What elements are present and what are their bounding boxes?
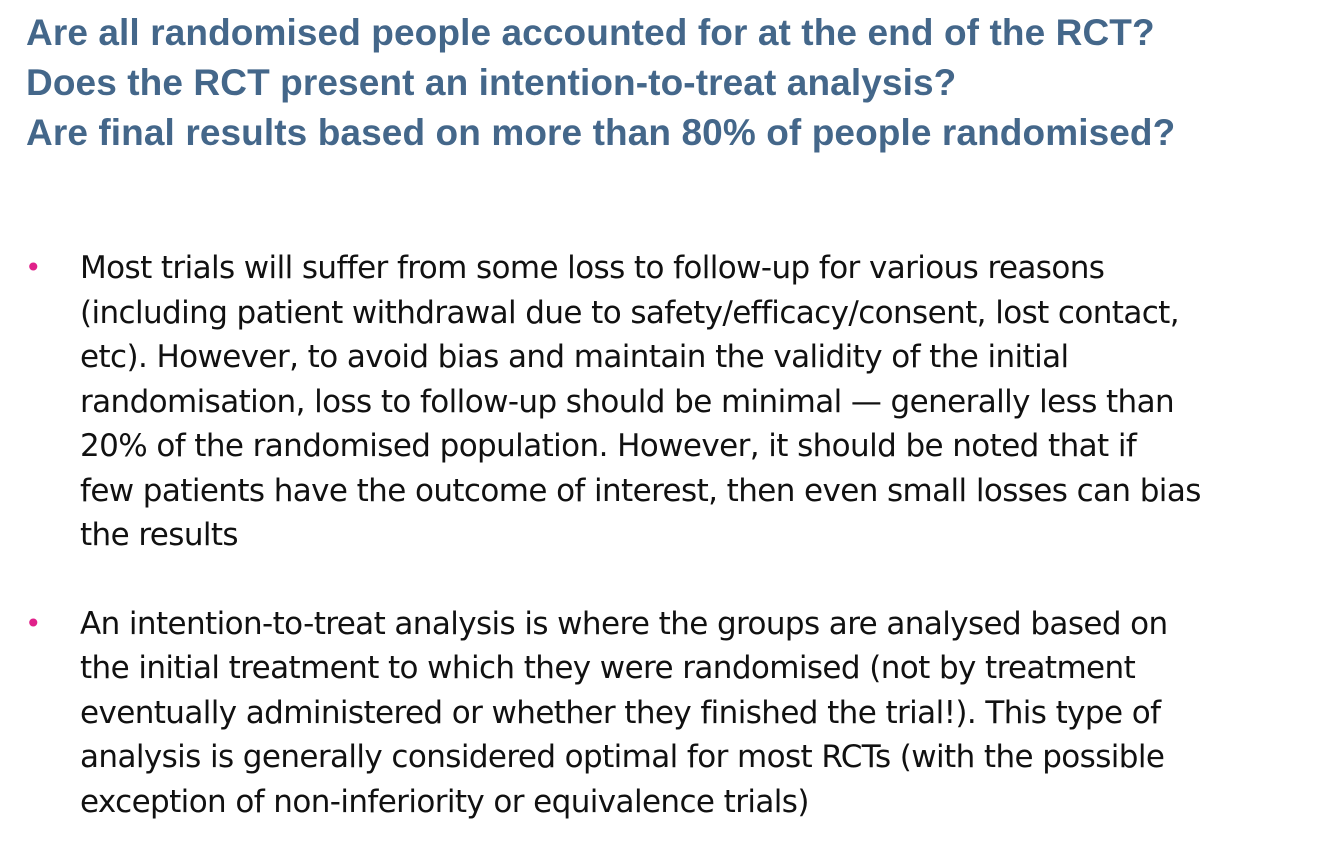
bullet-text: Most trials will suffer from some loss t… [80, 246, 1325, 558]
slide-title: Are all randomised people accounted for … [26, 8, 1326, 158]
bullet-line: randomisation, loss to follow-up should … [80, 383, 1175, 420]
bullet-line: (including patient withdrawal due to saf… [80, 294, 1180, 331]
title-line-1: Are all randomised people accounted for … [26, 12, 1155, 53]
bullet-marker-icon: • [25, 606, 42, 640]
bullet-text: An intention-to-treat analysis is where … [80, 602, 1325, 825]
bullet-line: eventually administered or whether they … [80, 694, 1161, 731]
bullet-line: few patients have the outcome of interes… [80, 472, 1201, 509]
bullet-item-loss-to-follow-up: • Most trials will suffer from some loss… [0, 246, 1331, 558]
title-line-3: Are final results based on more than 80%… [26, 112, 1176, 153]
bullet-line: analysis is generally considered optimal… [80, 739, 1165, 775]
bullet-list: • Most trials will suffer from some loss… [0, 246, 1331, 824]
bullet-line: An intention-to-treat analysis is where … [80, 605, 1168, 642]
title-line-2: Does the RCT present an intention-to-tre… [26, 62, 957, 103]
bullet-line: exception of non-inferiority or equivale… [80, 783, 809, 820]
bullet-line: 20% of the randomised population. Howeve… [80, 428, 1137, 464]
bullet-line: the results [80, 517, 239, 553]
bullet-line: the initial treatment to which they were… [80, 650, 1136, 686]
bullet-line: etc). However, to avoid bias and maintai… [80, 339, 1069, 375]
bullet-item-intention-to-treat: • An intention-to-treat analysis is wher… [0, 602, 1331, 825]
bullet-marker-icon: • [25, 251, 42, 284]
bullet-line: Most trials will suffer from some loss t… [80, 250, 1105, 286]
